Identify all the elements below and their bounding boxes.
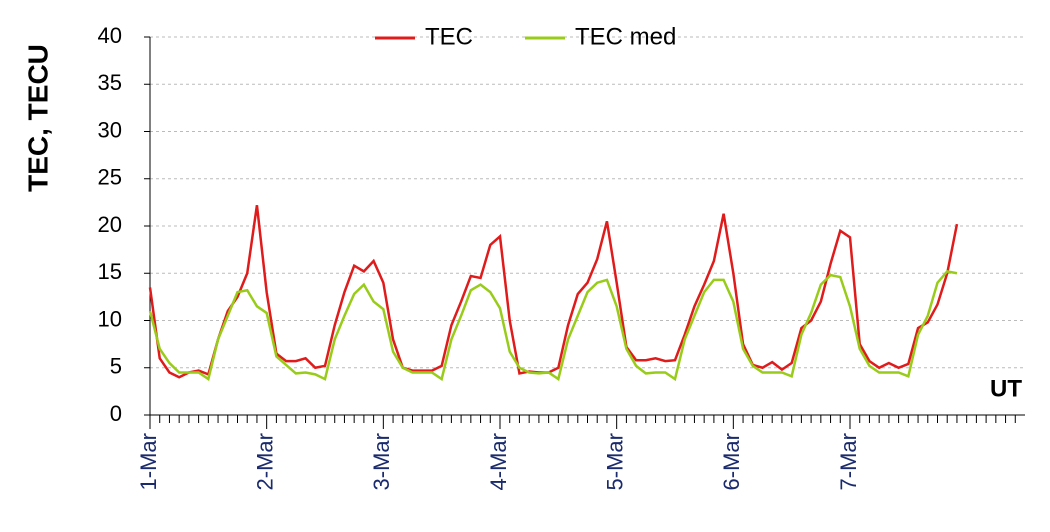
y-tick-label: 5 [110, 354, 122, 379]
x-tick-label: 4-Mar [486, 433, 511, 490]
y-tick-label: 10 [98, 306, 122, 331]
legend-label: TEC med [575, 23, 676, 50]
y-tick-label: 20 [98, 212, 122, 237]
line-series [148, 269, 958, 382]
y-tick-label: 25 [98, 165, 122, 190]
legend-label: TEC [425, 23, 473, 50]
x-tick-label: 1-Mar [136, 433, 161, 490]
x-tick-label: 3-Mar [369, 433, 394, 490]
y-tick-label: 15 [98, 259, 122, 284]
x-tick-label: 6-Mar [719, 433, 744, 490]
y-tick-label: 0 [110, 401, 122, 426]
x-tick-label: 2-Mar [252, 433, 277, 490]
y-axis-title: TEC, TECU [22, 44, 53, 192]
x-tick-label: 7-Mar [836, 433, 861, 490]
line-series [148, 205, 959, 379]
y-tick-label: 30 [98, 117, 122, 142]
x-axis-title: UT [990, 375, 1022, 402]
y-tick-label: 40 [98, 23, 122, 48]
y-tick-label: 35 [98, 70, 122, 95]
x-tick-label: 5-Mar [602, 433, 627, 490]
